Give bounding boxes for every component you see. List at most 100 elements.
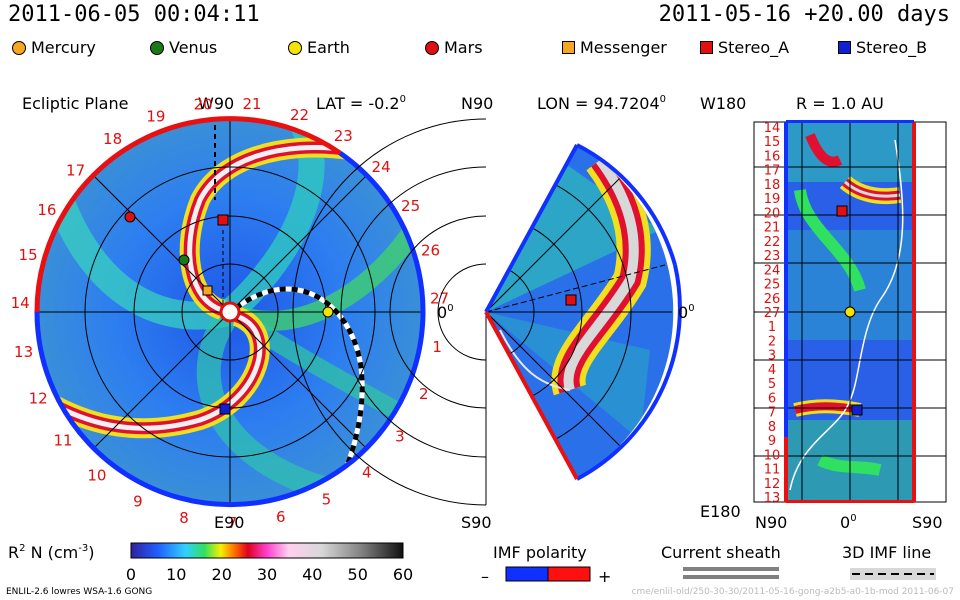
sun-icon xyxy=(219,301,241,323)
lon-label: LON = 94.72040 xyxy=(537,94,666,113)
ecliptic-zero-label: 00 xyxy=(437,303,454,322)
ring-label: 20 xyxy=(194,96,213,114)
w180-label: W180 xyxy=(700,94,746,113)
colorbar-label: R2 N (cm-3) xyxy=(8,543,95,562)
stereo-b-marker xyxy=(219,403,231,415)
legend-venus: Venus xyxy=(150,38,217,57)
rect-y-label: 9 xyxy=(768,434,776,449)
ring-label: 16 xyxy=(37,201,56,219)
legend-label: Stereo_A xyxy=(718,38,790,57)
imf-minus: – xyxy=(481,567,489,586)
legend-label: Venus xyxy=(169,38,218,57)
rect-y-label: 7 xyxy=(768,406,776,421)
colorbar-tick: 30 xyxy=(257,565,277,584)
ring-label: 12 xyxy=(29,389,48,407)
rect-x-zero-label: 00 xyxy=(840,513,857,532)
stereo-a-meridional-marker xyxy=(565,294,577,306)
legend-mercury: Mercury xyxy=(12,38,96,57)
e180-label: E180 xyxy=(700,502,741,521)
rect-y-label: 11 xyxy=(764,463,781,478)
colorbar-tick: 50 xyxy=(348,565,368,584)
rect-y-label: 17 xyxy=(764,164,781,179)
messenger-marker-icon xyxy=(562,41,575,54)
legend-label: Stereo_B xyxy=(856,38,928,57)
rect-y-label: 13 xyxy=(764,491,781,506)
ring-label: 5 xyxy=(322,491,332,509)
rect-y-label: 25 xyxy=(764,278,781,293)
model-time: 2011-06-05 00:04:11 xyxy=(8,2,260,27)
rectangular-panel: W180 R = 1.0 AU xyxy=(700,94,947,532)
legend-label: Messenger xyxy=(580,38,667,57)
rect-y-label: 16 xyxy=(764,150,781,165)
legend-stereo-b: Stereo_B xyxy=(838,38,927,57)
rect-y-label: 26 xyxy=(764,292,781,307)
meridional-panel: N90 LON = 94.72040 xyxy=(292,94,695,532)
rect-y-label: 12 xyxy=(764,477,781,492)
colorbar-tick: 20 xyxy=(212,565,232,584)
stereo-b-rect-marker xyxy=(851,404,863,416)
rect-y-label: 15 xyxy=(764,135,781,150)
rect-y-label: 3 xyxy=(768,349,776,364)
ring-label: 25 xyxy=(401,197,420,215)
run-start-label: 2011-05-16 +20.00 days xyxy=(658,2,950,27)
lat-label: LAT = -0.20 xyxy=(316,94,406,113)
rect-y-label: 22 xyxy=(764,235,781,250)
rect-y-label: 10 xyxy=(764,448,781,463)
ring-label: 24 xyxy=(372,158,391,176)
radius-title: R = 1.0 AU xyxy=(796,94,884,113)
ring-label: 8 xyxy=(179,509,189,527)
imf3d-legend: 3D IMF line xyxy=(842,543,936,580)
rect-y-label: 24 xyxy=(764,263,781,278)
ecliptic-panel: Ecliptic Plane W90 LAT = -0.20 xyxy=(11,94,454,532)
rect-y-label: 23 xyxy=(764,249,781,264)
ring-label: 19 xyxy=(146,108,165,126)
imf-plus: + xyxy=(598,567,611,586)
meridional-zero-label: 00 xyxy=(678,303,695,322)
imf-title: IMF polarity xyxy=(493,543,587,562)
rect-x-n90-label: N90 xyxy=(755,513,787,532)
ring-label: 11 xyxy=(53,431,72,449)
legend-label: Mercury xyxy=(31,38,96,57)
ring-label: 10 xyxy=(87,466,106,484)
meridional-density-structures xyxy=(486,149,672,458)
ring-label: 26 xyxy=(421,241,440,259)
ring-label: 23 xyxy=(334,127,353,145)
ring-label: 14 xyxy=(11,294,30,312)
ring-label: 3 xyxy=(395,427,405,445)
rect-y-label: 5 xyxy=(768,377,776,392)
model-caption: ENLIL-2.6 lowres WSA-1.6 GONG xyxy=(6,587,153,597)
rect-y-label: 19 xyxy=(764,192,781,207)
ring-label: 21 xyxy=(242,95,261,113)
e90-label: E90 xyxy=(214,513,244,532)
sheath-title: Current sheath xyxy=(661,543,781,562)
colorbar-tick: 0 xyxy=(126,565,136,584)
legend-label: Earth xyxy=(307,38,350,57)
rect-y-label: 18 xyxy=(764,178,781,193)
mercury-marker-icon xyxy=(12,40,26,55)
n90-label: N90 xyxy=(461,94,493,113)
current-sheath-legend: Current sheath xyxy=(661,543,781,579)
w90-label: W90 xyxy=(198,94,234,113)
messenger-marker xyxy=(202,285,213,296)
rect-y-label: 20 xyxy=(764,206,781,221)
stereo-b-marker-icon xyxy=(838,41,851,54)
rect-y-label: 27 xyxy=(764,306,781,321)
rect-x-s90-label: S90 xyxy=(912,513,943,532)
ring-label: 4 xyxy=(362,463,372,481)
run-path-caption: cme/enlil-old/250-30-30/2011-05-16-gong-… xyxy=(631,587,955,597)
ring-label: 13 xyxy=(14,343,33,361)
legend-messenger: Messenger xyxy=(562,38,667,57)
colorbar: R2 N (cm-3) 0 10 20 30 40 50 60 xyxy=(8,542,413,584)
earth-rect-marker xyxy=(844,306,856,318)
rect-y-label: 8 xyxy=(768,420,776,435)
ring-label: 18 xyxy=(103,130,122,148)
legend-stereo-a: Stereo_A xyxy=(700,38,789,57)
rect-y-label: 4 xyxy=(768,363,776,378)
ring-label: 7 xyxy=(228,514,238,532)
earth-marker xyxy=(322,306,334,318)
imf3d-title: 3D IMF line xyxy=(842,543,931,562)
ring-label: 22 xyxy=(290,106,309,124)
rect-density-structures xyxy=(786,122,914,502)
